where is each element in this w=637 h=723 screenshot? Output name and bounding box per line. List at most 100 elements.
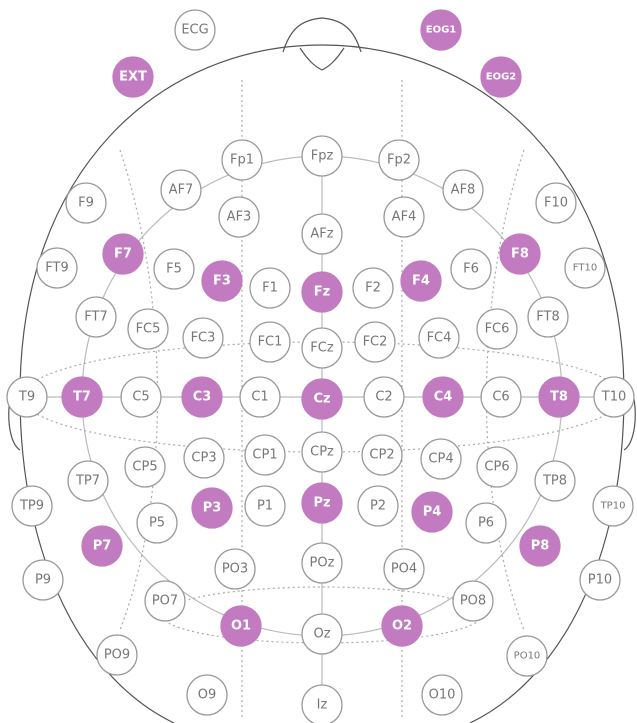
electrode: PO10 xyxy=(506,635,548,677)
electrode-label: Cz xyxy=(313,392,330,407)
electrode-circle xyxy=(75,296,117,338)
electrode-label: C4 xyxy=(434,390,453,405)
electrode: FC4 xyxy=(418,317,460,359)
electrode-label: FC6 xyxy=(485,322,510,337)
electrode: CP6 xyxy=(476,446,518,488)
electrode-label: FC1 xyxy=(258,335,283,350)
electrode-circle xyxy=(480,56,522,98)
electrode: C4 xyxy=(422,376,464,418)
electrode-label: FT10 xyxy=(573,263,597,274)
electrode-label: C5 xyxy=(132,390,149,405)
electrode-label: EXT xyxy=(119,70,147,85)
electrode-label: P10 xyxy=(588,573,612,588)
electrode-circle xyxy=(383,196,425,238)
electrode: CP3 xyxy=(183,437,225,479)
electrode-label: AFz xyxy=(310,227,333,242)
electrode-circle xyxy=(357,485,399,527)
electrode-circle xyxy=(593,376,635,418)
electrode-circle xyxy=(214,548,256,590)
electrode-label: P5 xyxy=(149,516,165,531)
electrode-circle xyxy=(420,438,462,480)
electrode: Oz xyxy=(301,613,343,655)
electrode-label: POz xyxy=(310,556,335,571)
electrode-circle xyxy=(96,634,138,676)
electrode-circle xyxy=(65,182,107,224)
electrode: EXT xyxy=(112,56,154,98)
electrode-label: FT7 xyxy=(84,310,107,325)
electrode-circle xyxy=(400,260,442,302)
electrode-circle xyxy=(220,605,262,647)
electrode: F1 xyxy=(249,267,291,309)
electrode-label: F3 xyxy=(213,274,231,289)
electrode-label: EOG2 xyxy=(486,72,517,83)
electrode-circle xyxy=(301,431,343,473)
electrode: P3 xyxy=(191,487,233,529)
electrode-circle xyxy=(160,169,202,211)
electrode-label: FC2 xyxy=(363,335,388,350)
electrode: F8 xyxy=(499,233,541,275)
electrode: P7 xyxy=(81,525,123,567)
electrode: P9 xyxy=(22,559,64,601)
electrode: F2 xyxy=(352,267,394,309)
electrodes: ECG EOG1 EXT EOG2 Fp1 Fpz Fp2 F9 AF7 AF8 F10 AF3 AFz… xyxy=(6,9,635,723)
electrode-label: F7 xyxy=(114,247,132,262)
electrode-circle xyxy=(301,135,343,177)
electrode: EOG1 xyxy=(420,9,462,51)
electrode: FC2 xyxy=(354,321,396,363)
electrode: EOG2 xyxy=(480,56,522,98)
electrode-label: TP7 xyxy=(75,474,100,489)
electrode: Cz xyxy=(301,378,343,420)
electrode: FT9 xyxy=(36,247,78,289)
electrode: FCz xyxy=(301,327,343,369)
electrode-label: T9 xyxy=(18,390,35,405)
electrode: CP4 xyxy=(420,438,462,480)
electrode-label: P2 xyxy=(370,499,386,514)
electrode-circle xyxy=(418,317,460,359)
electrode-label: AF4 xyxy=(392,210,417,225)
electrode: O10 xyxy=(421,674,463,716)
electrode-circle xyxy=(124,446,166,488)
electrode-circle xyxy=(378,139,420,181)
electrode-circle xyxy=(249,267,291,309)
electrode-label: P8 xyxy=(531,539,550,554)
electrode-label: PO4 xyxy=(391,562,417,577)
electrode: C6 xyxy=(480,376,522,418)
electrode-label: F2 xyxy=(365,281,381,296)
electrode-label: TP10 xyxy=(600,501,626,512)
electrode-circle xyxy=(181,376,223,418)
electrode-circle xyxy=(506,635,548,677)
electrode-circle xyxy=(136,502,178,544)
electrode-label: PO7 xyxy=(152,594,178,609)
electrode: FC6 xyxy=(476,308,518,350)
electrode-label: CP2 xyxy=(369,448,394,463)
electrode-label: CP5 xyxy=(132,460,157,475)
electrode: PO9 xyxy=(96,634,138,676)
electrode-label: FC3 xyxy=(191,331,216,346)
electrode: PO4 xyxy=(383,548,425,590)
electrode-circle xyxy=(120,376,162,418)
electrode-circle xyxy=(6,376,48,418)
electrode: P8 xyxy=(519,525,561,567)
electrode-label: AF8 xyxy=(451,183,476,198)
electrode-label: TP9 xyxy=(19,499,44,514)
electrode-circle xyxy=(244,434,286,476)
electrode-label: CP1 xyxy=(252,448,277,463)
electrode-circle xyxy=(499,233,541,275)
electrode-label: T8 xyxy=(550,390,568,405)
electrode-circle xyxy=(301,378,343,420)
electrode: F5 xyxy=(153,248,195,290)
electrode: O1 xyxy=(220,605,262,647)
electrode-label: Oz xyxy=(313,627,330,642)
electrode: TP7 xyxy=(67,460,109,502)
electrode-label: FC4 xyxy=(427,331,452,346)
electrode: C1 xyxy=(239,376,281,418)
electrode-label: TP8 xyxy=(542,474,567,489)
electrode-label: PO8 xyxy=(460,594,486,609)
electrode: T10 xyxy=(593,376,635,418)
electrode-label: EOG1 xyxy=(426,25,457,36)
electrode-circle xyxy=(579,559,621,601)
electrode: CP5 xyxy=(124,446,166,488)
electrode: O9 xyxy=(186,674,228,716)
electrode: T9 xyxy=(6,376,48,418)
